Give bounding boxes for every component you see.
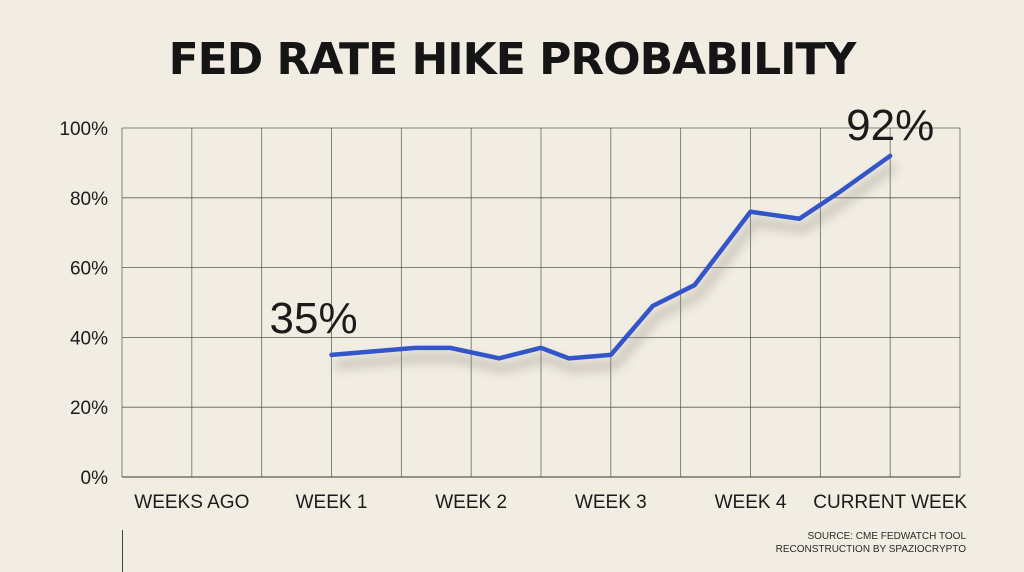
source-note: SOURCE: CME FEDWATCH TOOL RECONSTRUCTION… — [776, 530, 966, 556]
series-layer — [329, 153, 893, 361]
x-tick-label: CURRENT WEEK — [813, 492, 967, 513]
annotation-start-value: 35% — [270, 294, 358, 343]
y-tick-label: 100% — [59, 119, 108, 140]
x-tick-label: WEEK 2 — [435, 492, 507, 513]
grid-lines — [121, 127, 961, 478]
footer-divider — [122, 530, 123, 572]
y-tick-label: 0% — [81, 468, 109, 489]
x-tick-label: WEEK 1 — [296, 492, 368, 513]
credit-line: RECONSTRUCTION BY SPAZIOCRYPTO — [775, 544, 966, 555]
line-shadow — [335, 161, 898, 374]
annotations: 35% 92% — [270, 101, 935, 343]
source-line: SOURCE: CME FEDWATCH TOOL — [807, 531, 966, 542]
y-tick-label: 80% — [70, 189, 108, 210]
series-line — [329, 153, 893, 361]
y-tick-label: 60% — [70, 259, 108, 280]
chart-title: FED RATE HIKE PROBABILITY — [168, 34, 857, 85]
x-tick-label: WEEKS AGO — [134, 492, 249, 513]
y-tick-label: 20% — [70, 398, 108, 419]
series-shadow — [335, 161, 898, 374]
y-tick-label: 40% — [70, 328, 108, 349]
annotation-end-value: 92% — [846, 101, 934, 150]
tick-labels: 0% 20% 40% 60% 80% 100% WEEKS AGO WEEK 1 WEEK 2 W… — [59, 119, 967, 513]
x-tick-label: WEEK 3 — [575, 492, 647, 513]
x-tick-label: WEEK 4 — [715, 492, 787, 513]
